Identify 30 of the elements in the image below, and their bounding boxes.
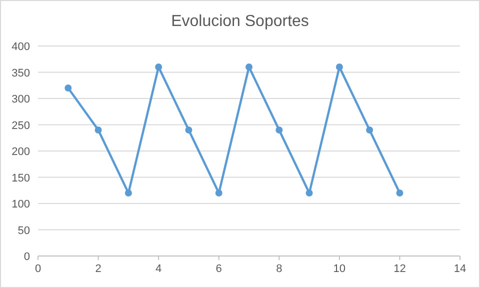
point <box>336 64 343 70</box>
y-tick-label: 350 <box>12 67 30 80</box>
x-tick-label: 14 <box>454 263 466 275</box>
y-tick-label: 400 <box>12 41 30 53</box>
x-tick-label: 8 <box>276 263 282 275</box>
point <box>185 126 192 134</box>
point <box>396 190 404 196</box>
y-tick-label: 150 <box>12 172 30 184</box>
y-tick-label: 250 <box>12 120 30 132</box>
point <box>64 84 72 92</box>
y-tick-label: 200 <box>12 146 30 158</box>
point <box>155 64 162 70</box>
x-tick-label: 12 <box>394 263 406 275</box>
point <box>215 190 222 196</box>
point <box>94 126 102 134</box>
chart-title: Evolucion Soportes <box>171 13 309 30</box>
x-tick-label: 0 <box>34 263 42 275</box>
y-tick-label: 100 <box>12 198 30 210</box>
x-tick-label: 4 <box>156 263 162 275</box>
y-tick-label: 300 <box>12 94 30 106</box>
point <box>246 64 252 70</box>
y-tick-label: 50 <box>18 224 30 237</box>
point <box>306 190 313 196</box>
x-tick-label: 6 <box>216 263 222 275</box>
x-tick-label: 10 <box>333 263 346 275</box>
y-tick-label: 0 <box>24 251 30 263</box>
x-tick-label: 2 <box>95 263 102 275</box>
point <box>276 126 283 134</box>
point <box>366 126 374 134</box>
point <box>124 190 132 196</box>
